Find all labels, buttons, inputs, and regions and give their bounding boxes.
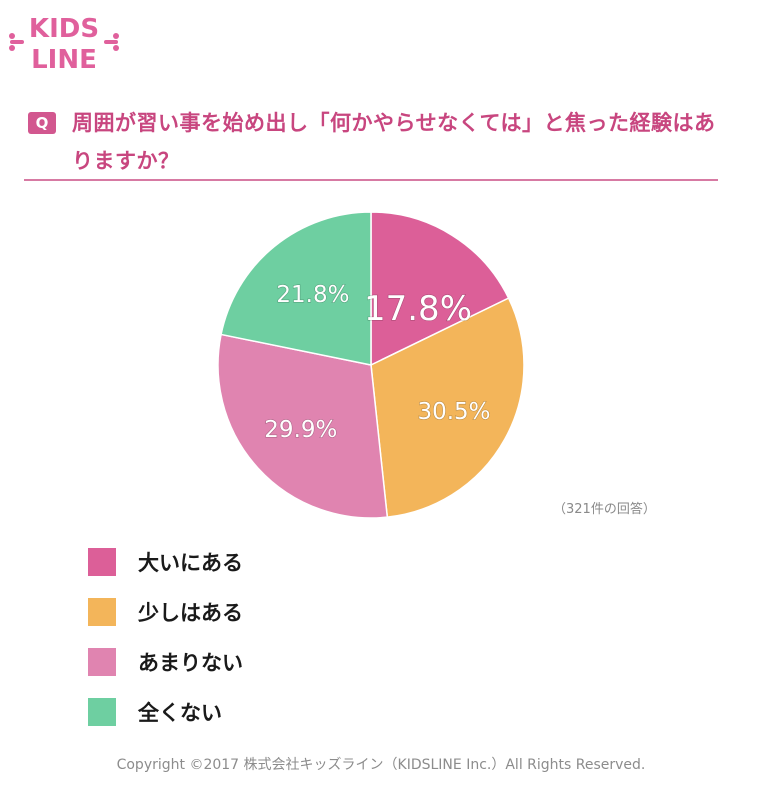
legend-item: 大いにある bbox=[88, 546, 243, 578]
pie-slice bbox=[220, 211, 372, 366]
slice-label: 17.8% bbox=[364, 289, 472, 329]
divider bbox=[24, 179, 718, 181]
pie-slice bbox=[370, 211, 510, 367]
response-count-note: （321件の回答） bbox=[553, 502, 656, 517]
legend-item: 少しはある bbox=[88, 596, 243, 628]
legend-swatch bbox=[88, 648, 116, 676]
question-badge: Q bbox=[28, 112, 56, 134]
logo-line1: KIDS bbox=[29, 14, 99, 44]
kidsline-logo: KIDS LINE bbox=[9, 14, 119, 75]
question-text: 周囲が習い事を始め出し「何かやらせなくては」と焦った経験はありますか？ bbox=[72, 111, 716, 173]
legend-label: 大いにある bbox=[138, 551, 243, 575]
pie-chart: 17.8% 30.5% 29.9% 21.8% bbox=[217, 211, 525, 519]
legend-label: 少しはある bbox=[138, 601, 243, 625]
pie-slice bbox=[217, 333, 389, 519]
slice-label: 21.8% bbox=[276, 282, 349, 308]
logo-line2: LINE bbox=[31, 45, 97, 75]
pie-slice bbox=[370, 297, 525, 518]
legend-swatch bbox=[88, 698, 116, 726]
chart-legend: 大いにある少しはあるあまりない全くない bbox=[88, 546, 243, 746]
slice-label: 29.9% bbox=[264, 417, 337, 443]
legend-label: 全くない bbox=[138, 701, 222, 725]
legend-label: あまりない bbox=[138, 651, 243, 675]
legend-item: 全くない bbox=[88, 696, 243, 728]
copyright: Copyright ©2017 株式会社キッズライン（KIDSLINE Inc.… bbox=[116, 757, 646, 773]
legend-item: あまりない bbox=[88, 646, 243, 678]
legend-swatch bbox=[88, 548, 116, 576]
legend-swatch bbox=[88, 598, 116, 626]
slice-label: 30.5% bbox=[417, 399, 490, 425]
